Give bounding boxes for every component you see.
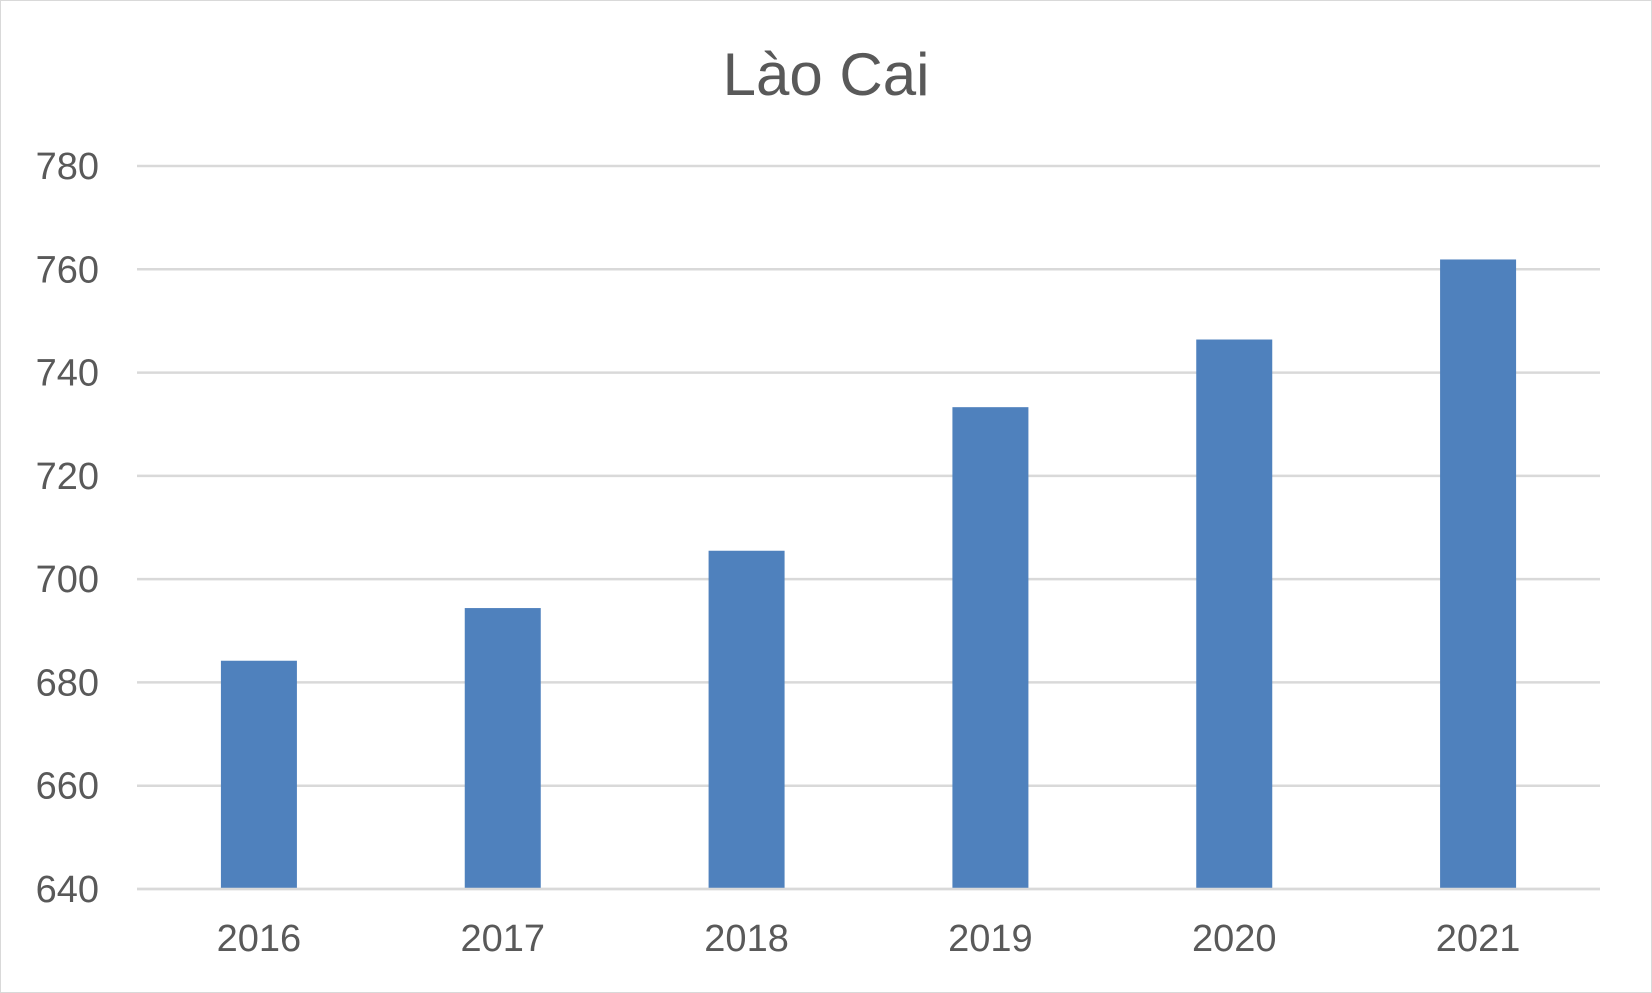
x-tick-label: 2017 — [460, 918, 545, 960]
bar-2017 — [464, 608, 541, 889]
y-tick-label: 760 — [36, 249, 99, 291]
y-tick-label: 700 — [36, 559, 99, 601]
bar-2021 — [1440, 259, 1517, 889]
bar-2019 — [952, 407, 1029, 889]
x-tick-label: 2018 — [704, 918, 789, 960]
y-tick-label: 720 — [36, 456, 99, 498]
x-tick-label: 2016 — [217, 918, 302, 960]
gridlines — [137, 164, 1600, 891]
bars — [220, 259, 1517, 889]
y-axis-ticks: 640 660 680 700 720 740 760 780 — [36, 146, 99, 911]
bar-2020 — [1196, 339, 1273, 889]
bar-2016 — [220, 660, 297, 889]
y-tick-label: 660 — [36, 766, 99, 808]
y-tick-label: 640 — [36, 869, 99, 911]
x-tick-label: 2021 — [1436, 918, 1521, 960]
y-tick-label: 740 — [36, 353, 99, 395]
x-axis-ticks: 2016 2017 2018 2019 2020 2021 — [217, 918, 1521, 960]
bar-2018 — [708, 550, 785, 889]
x-tick-label: 2019 — [948, 918, 1033, 960]
y-tick-label: 680 — [36, 662, 99, 704]
y-tick-label: 780 — [36, 146, 99, 188]
x-tick-label: 2020 — [1192, 918, 1277, 960]
chart-title: Lào Cai — [723, 41, 930, 108]
